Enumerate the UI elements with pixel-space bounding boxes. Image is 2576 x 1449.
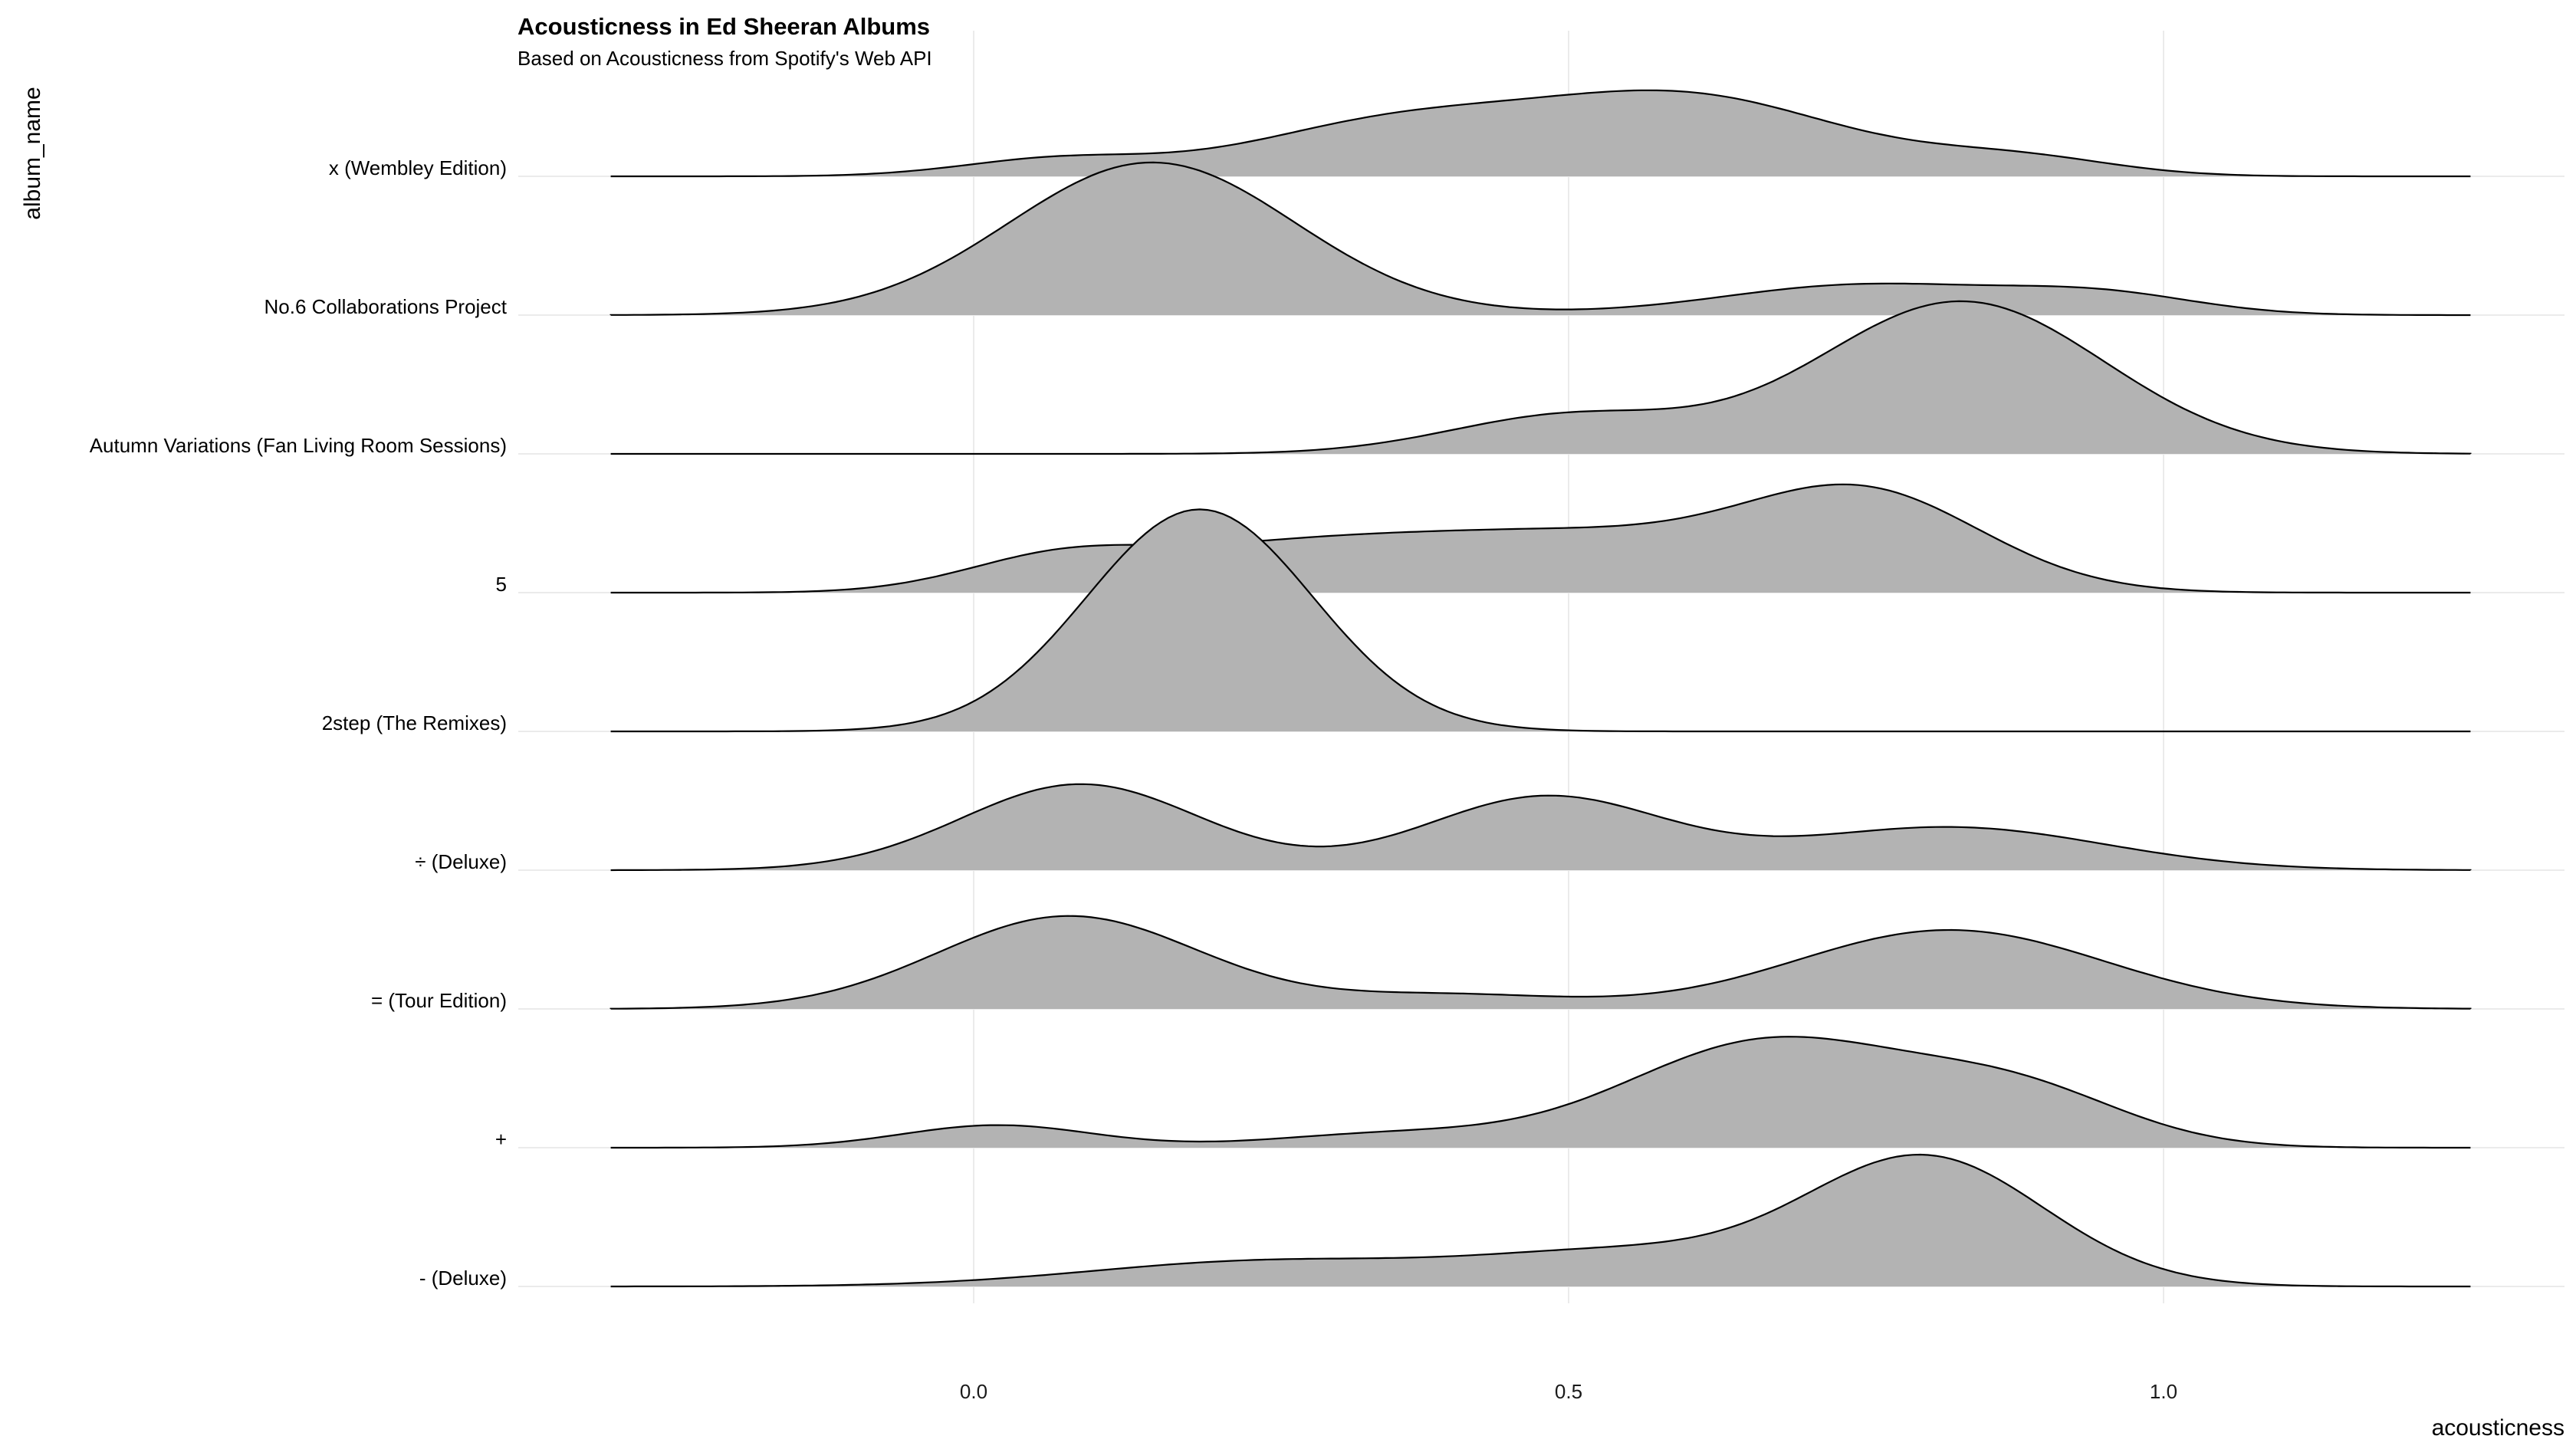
x-tick-labels: 0.0 0.5 1.0	[960, 1380, 2177, 1403]
y-tick-labels: x (Wembley Edition) No.6 Collaborations P…	[90, 156, 508, 1290]
ridge-5	[610, 783, 2472, 872]
ridge-3	[610, 483, 2471, 594]
chart-title: Acousticness in Ed Sheeran Albums	[518, 13, 930, 40]
ridge-2	[610, 300, 2472, 455]
ridge-7	[610, 1036, 2471, 1149]
y-tick-label: ÷ (Deluxe)	[415, 850, 507, 873]
y-tick-label: x (Wembley Edition)	[329, 156, 507, 179]
ridge-0	[610, 89, 2471, 178]
y-tick-label: Autumn Variations (Fan Living Room Sessi…	[90, 434, 507, 457]
y-tick-label: = (Tour Edition)	[371, 989, 507, 1012]
y-tick-label: No.6 Collaborations Project	[264, 295, 508, 318]
ridge-8	[610, 1153, 2471, 1288]
x-axis-title: acousticness	[2432, 1415, 2564, 1441]
x-tick-label: 0.0	[960, 1380, 987, 1403]
y-tick-label: 2step (The Remixes)	[322, 711, 507, 734]
x-tick-label: 0.5	[1555, 1380, 1582, 1403]
y-axis-title: album_name	[20, 87, 45, 219]
chart-subtitle: Based on Acousticness from Spotify's Web…	[518, 47, 932, 70]
x-tick-label: 1.0	[2150, 1380, 2177, 1403]
y-tick-label: +	[495, 1128, 507, 1151]
ridge-6	[610, 915, 2472, 1010]
y-tick-label: - (Deluxe)	[419, 1267, 507, 1290]
ridge-4	[610, 508, 2471, 733]
y-tick-label: 5	[496, 573, 507, 596]
ridges	[610, 89, 2472, 1288]
ridge-1	[610, 161, 2471, 317]
